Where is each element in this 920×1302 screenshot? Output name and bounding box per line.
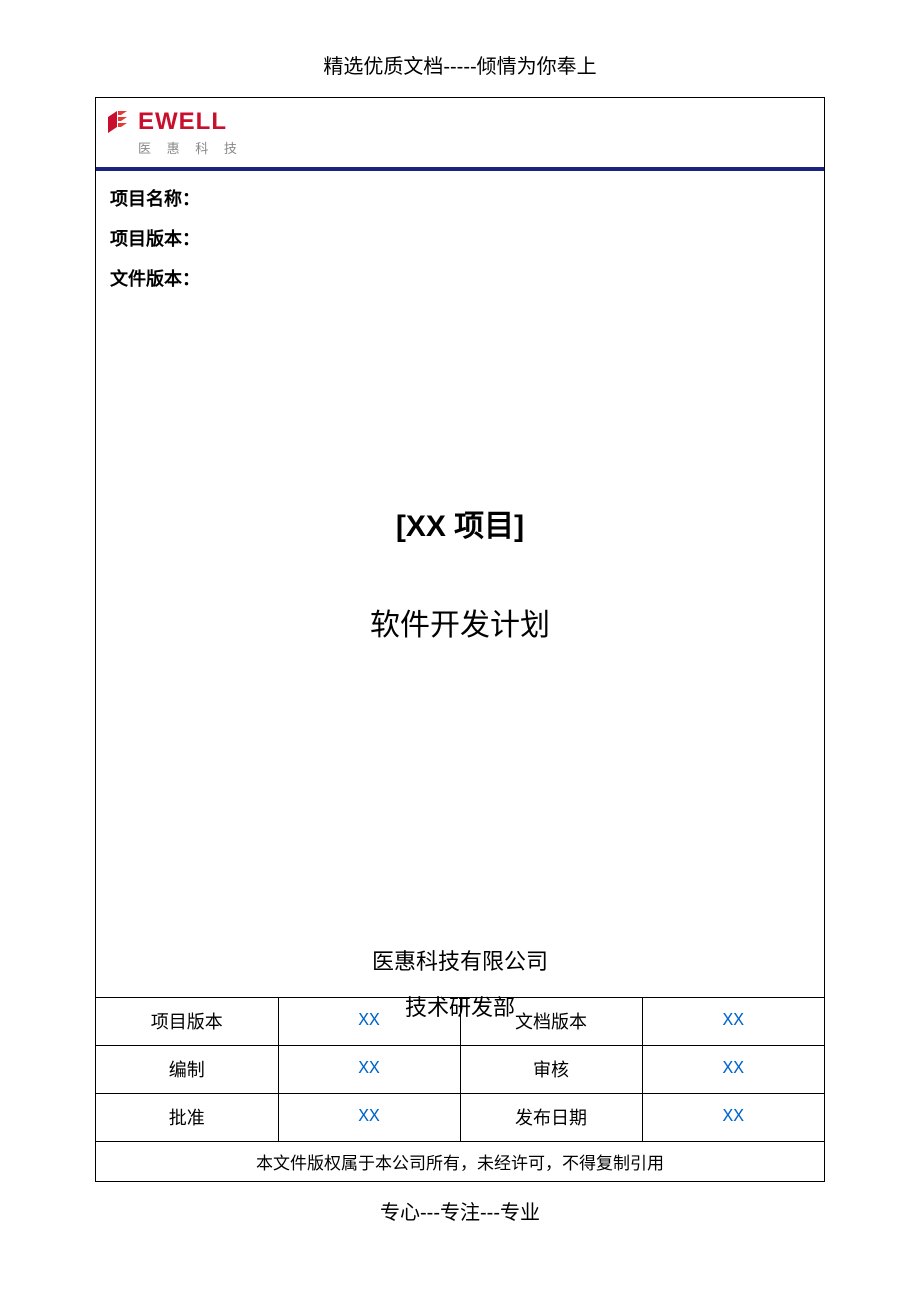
meta-file-version: 文件版本： [110, 265, 810, 291]
cell-value-approver: XX [278, 1093, 460, 1141]
logo-wrap: EWELL 医 惠 科 技 [108, 108, 812, 157]
title-block: [XX 项目] 软件开发计划 [96, 501, 824, 644]
meta-project-version: 项目版本： [110, 225, 810, 251]
cell-value-doc-version: XX [642, 997, 824, 1045]
meta-project-name: 项目名称： [110, 185, 810, 211]
copyright-notice: 本文件版权属于本公司所有，未经许可，不得复制引用 [96, 1141, 824, 1181]
cell-label-doc-version: 文档版本 [460, 997, 642, 1045]
cell-label-release-date: 发布日期 [460, 1093, 642, 1141]
cell-label-reviewer: 审核 [460, 1045, 642, 1093]
ewell-logo-icon [108, 111, 134, 133]
cell-label-project-version: 项目版本 [96, 997, 278, 1045]
cell-value-reviewer: XX [642, 1045, 824, 1093]
logo-area: EWELL 医 惠 科 技 [96, 98, 824, 167]
table-row: 项目版本 XX 文档版本 XX [96, 997, 824, 1045]
cell-value-release-date: XX [642, 1093, 824, 1141]
cell-label-approver: 批准 [96, 1093, 278, 1141]
logo-subtitle: 医 惠 科 技 [138, 138, 812, 157]
logo-brand-text: EWELL [138, 108, 227, 136]
document-frame: EWELL 医 惠 科 技 项目名称： 项目版本： 文件版本： [XX 项目] … [95, 97, 825, 1182]
table-row: 批准 XX 发布日期 XX [96, 1093, 824, 1141]
title-project: [XX 项目] [96, 501, 824, 545]
document-page: 精选优质文档-----倾情为你奉上 EWELL 医 惠 科 技 [0, 0, 920, 1302]
org-company: 医惠科技有限公司 [96, 944, 824, 976]
meta-fields-block: 项目名称： 项目版本： 文件版本： [96, 171, 824, 291]
page-header-banner: 精选优质文档-----倾情为你奉上 [95, 50, 825, 79]
cell-value-project-version: XX [278, 997, 460, 1045]
title-doc-type: 软件开发计划 [96, 600, 824, 644]
info-table: 项目版本 XX 文档版本 XX 编制 XX 审核 XX 批准 XX 发布日期 X… [96, 997, 824, 1182]
cell-label-author: 编制 [96, 1045, 278, 1093]
table-row: 编制 XX 审核 XX [96, 1045, 824, 1093]
table-row-copyright: 本文件版权属于本公司所有，未经许可，不得复制引用 [96, 1141, 824, 1181]
cell-value-author: XX [278, 1045, 460, 1093]
logo-line: EWELL [108, 108, 812, 136]
page-footer: 专心---专注---专业 [95, 1196, 825, 1225]
